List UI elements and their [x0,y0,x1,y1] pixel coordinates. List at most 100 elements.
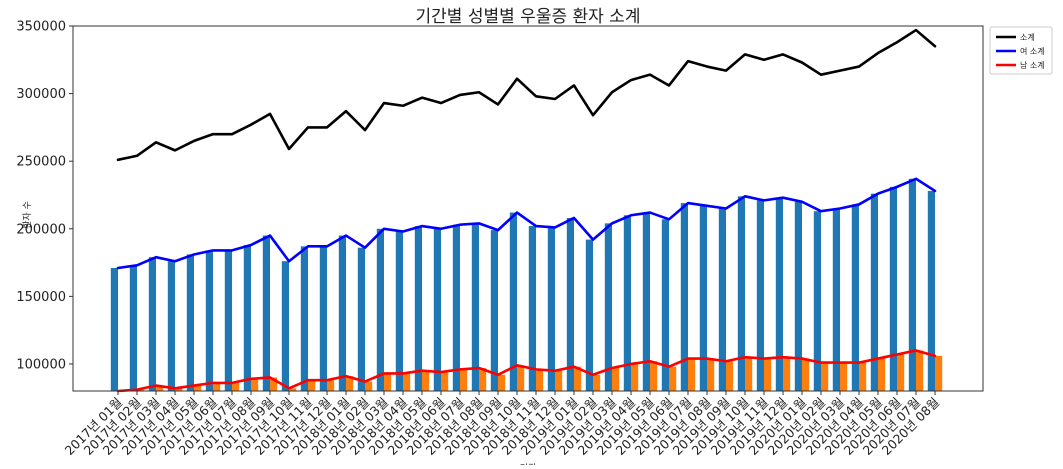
bar-male-20 [498,374,506,391]
bar-male-18 [460,369,468,391]
bar-female-12 [338,235,346,391]
bar-female-40 [870,193,878,391]
bar-female-3 [167,261,175,391]
bar-female-7 [243,245,251,391]
bar-male-28 [650,361,658,391]
line-female [116,177,937,270]
y-axis: 100000 150000 200000 250000 300000 350000 [16,20,73,372]
bar-male-27 [631,363,639,391]
legend: 소계 여 소계 남 소계 [989,26,1053,75]
line-male [116,349,937,393]
bar-male-7 [251,378,259,391]
bar-male-4 [194,385,202,391]
bar-male-33 [745,357,753,391]
bar-male-2 [156,385,164,391]
bar-female-35 [775,197,783,391]
bar-female-0 [110,267,118,391]
bar-male-9 [289,388,297,391]
bar-male-29 [669,366,677,391]
legend-label-female: 여 소계 [1020,46,1045,56]
bar-female-24 [566,217,574,391]
chart-title: 기간별 성별별 우울증 환자 소계 [416,7,641,27]
bar-female-25 [585,239,593,391]
bar-male-42 [916,350,924,391]
bar-female-6 [224,250,232,391]
bar-female-4 [186,254,194,391]
bar-female-17 [433,228,441,391]
bar-female-26 [604,223,612,391]
bar-male-26 [612,368,620,391]
bar-male-24 [574,366,582,391]
legend-frame [989,26,1053,75]
bar-male-43 [935,355,943,391]
bar-female-38 [832,208,840,391]
bar-female-16 [414,226,422,391]
bar-female-8 [262,235,270,391]
bar-female-28 [642,212,650,391]
bar-female-10 [300,246,308,391]
bar-male-11 [327,380,335,391]
bar-female-18 [452,224,460,391]
bar-male-31 [707,358,715,391]
bar-male-13 [365,381,373,391]
bar-male-41 [897,354,905,391]
bar-male-40 [878,358,886,391]
bar-male-38 [840,362,848,391]
y-tick-label: 150000 [16,290,66,305]
bar-female-22 [528,226,536,391]
lines-layer [116,28,937,393]
bar-male-39 [859,362,867,391]
bar-male-3 [175,388,183,391]
bar-male-8 [270,377,278,391]
bar-male-32 [726,361,734,391]
bar-male-25 [593,374,601,391]
bar-male-37 [821,362,829,391]
bar-female-37 [813,211,821,391]
bar-male-34 [764,358,772,391]
bar-female-11 [319,246,327,391]
bar-male-23 [555,370,563,391]
plot-area-frame [72,25,984,392]
bar-female-2 [148,257,156,391]
bar-male-16 [422,370,430,391]
bar-female-15 [395,231,403,391]
y-tick-label: 200000 [16,222,66,237]
bar-male-19 [479,368,487,391]
bar-female-27 [623,215,631,391]
bar-male-30 [688,358,696,391]
bar-male-5 [213,382,221,391]
y-tick-label: 350000 [16,20,66,35]
y-tick-label: 250000 [16,155,66,170]
bar-female-34 [756,200,764,391]
bar-female-23 [547,227,555,391]
bar-female-29 [661,219,669,391]
line-total [116,28,937,162]
bar-female-14 [376,228,384,391]
y-axis-label: 환자 수 [21,201,33,229]
y-tick-label: 300000 [16,87,66,102]
bar-female-5 [205,250,213,391]
bar-female-36 [794,201,802,391]
bar-male-22 [536,369,544,391]
bar-female-20 [490,230,498,391]
bar-female-43 [927,190,935,391]
bar-female-9 [281,261,289,391]
bar-female-31 [699,205,707,391]
bar-male-15 [403,373,411,391]
bar-female-19 [471,223,479,391]
bar-male-14 [384,373,392,391]
bar-female-42 [908,178,916,391]
bar-female-41 [889,186,897,391]
bar-female-33 [737,196,745,391]
bar-female-32 [718,208,726,391]
bar-female-21 [509,212,517,391]
bar-female-30 [680,203,688,391]
bar-male-10 [308,380,316,391]
bar-female-1 [129,265,137,391]
bar-male-35 [783,357,791,391]
bars-layer [110,178,943,391]
bar-male-36 [802,358,810,391]
bar-male-12 [346,376,354,391]
